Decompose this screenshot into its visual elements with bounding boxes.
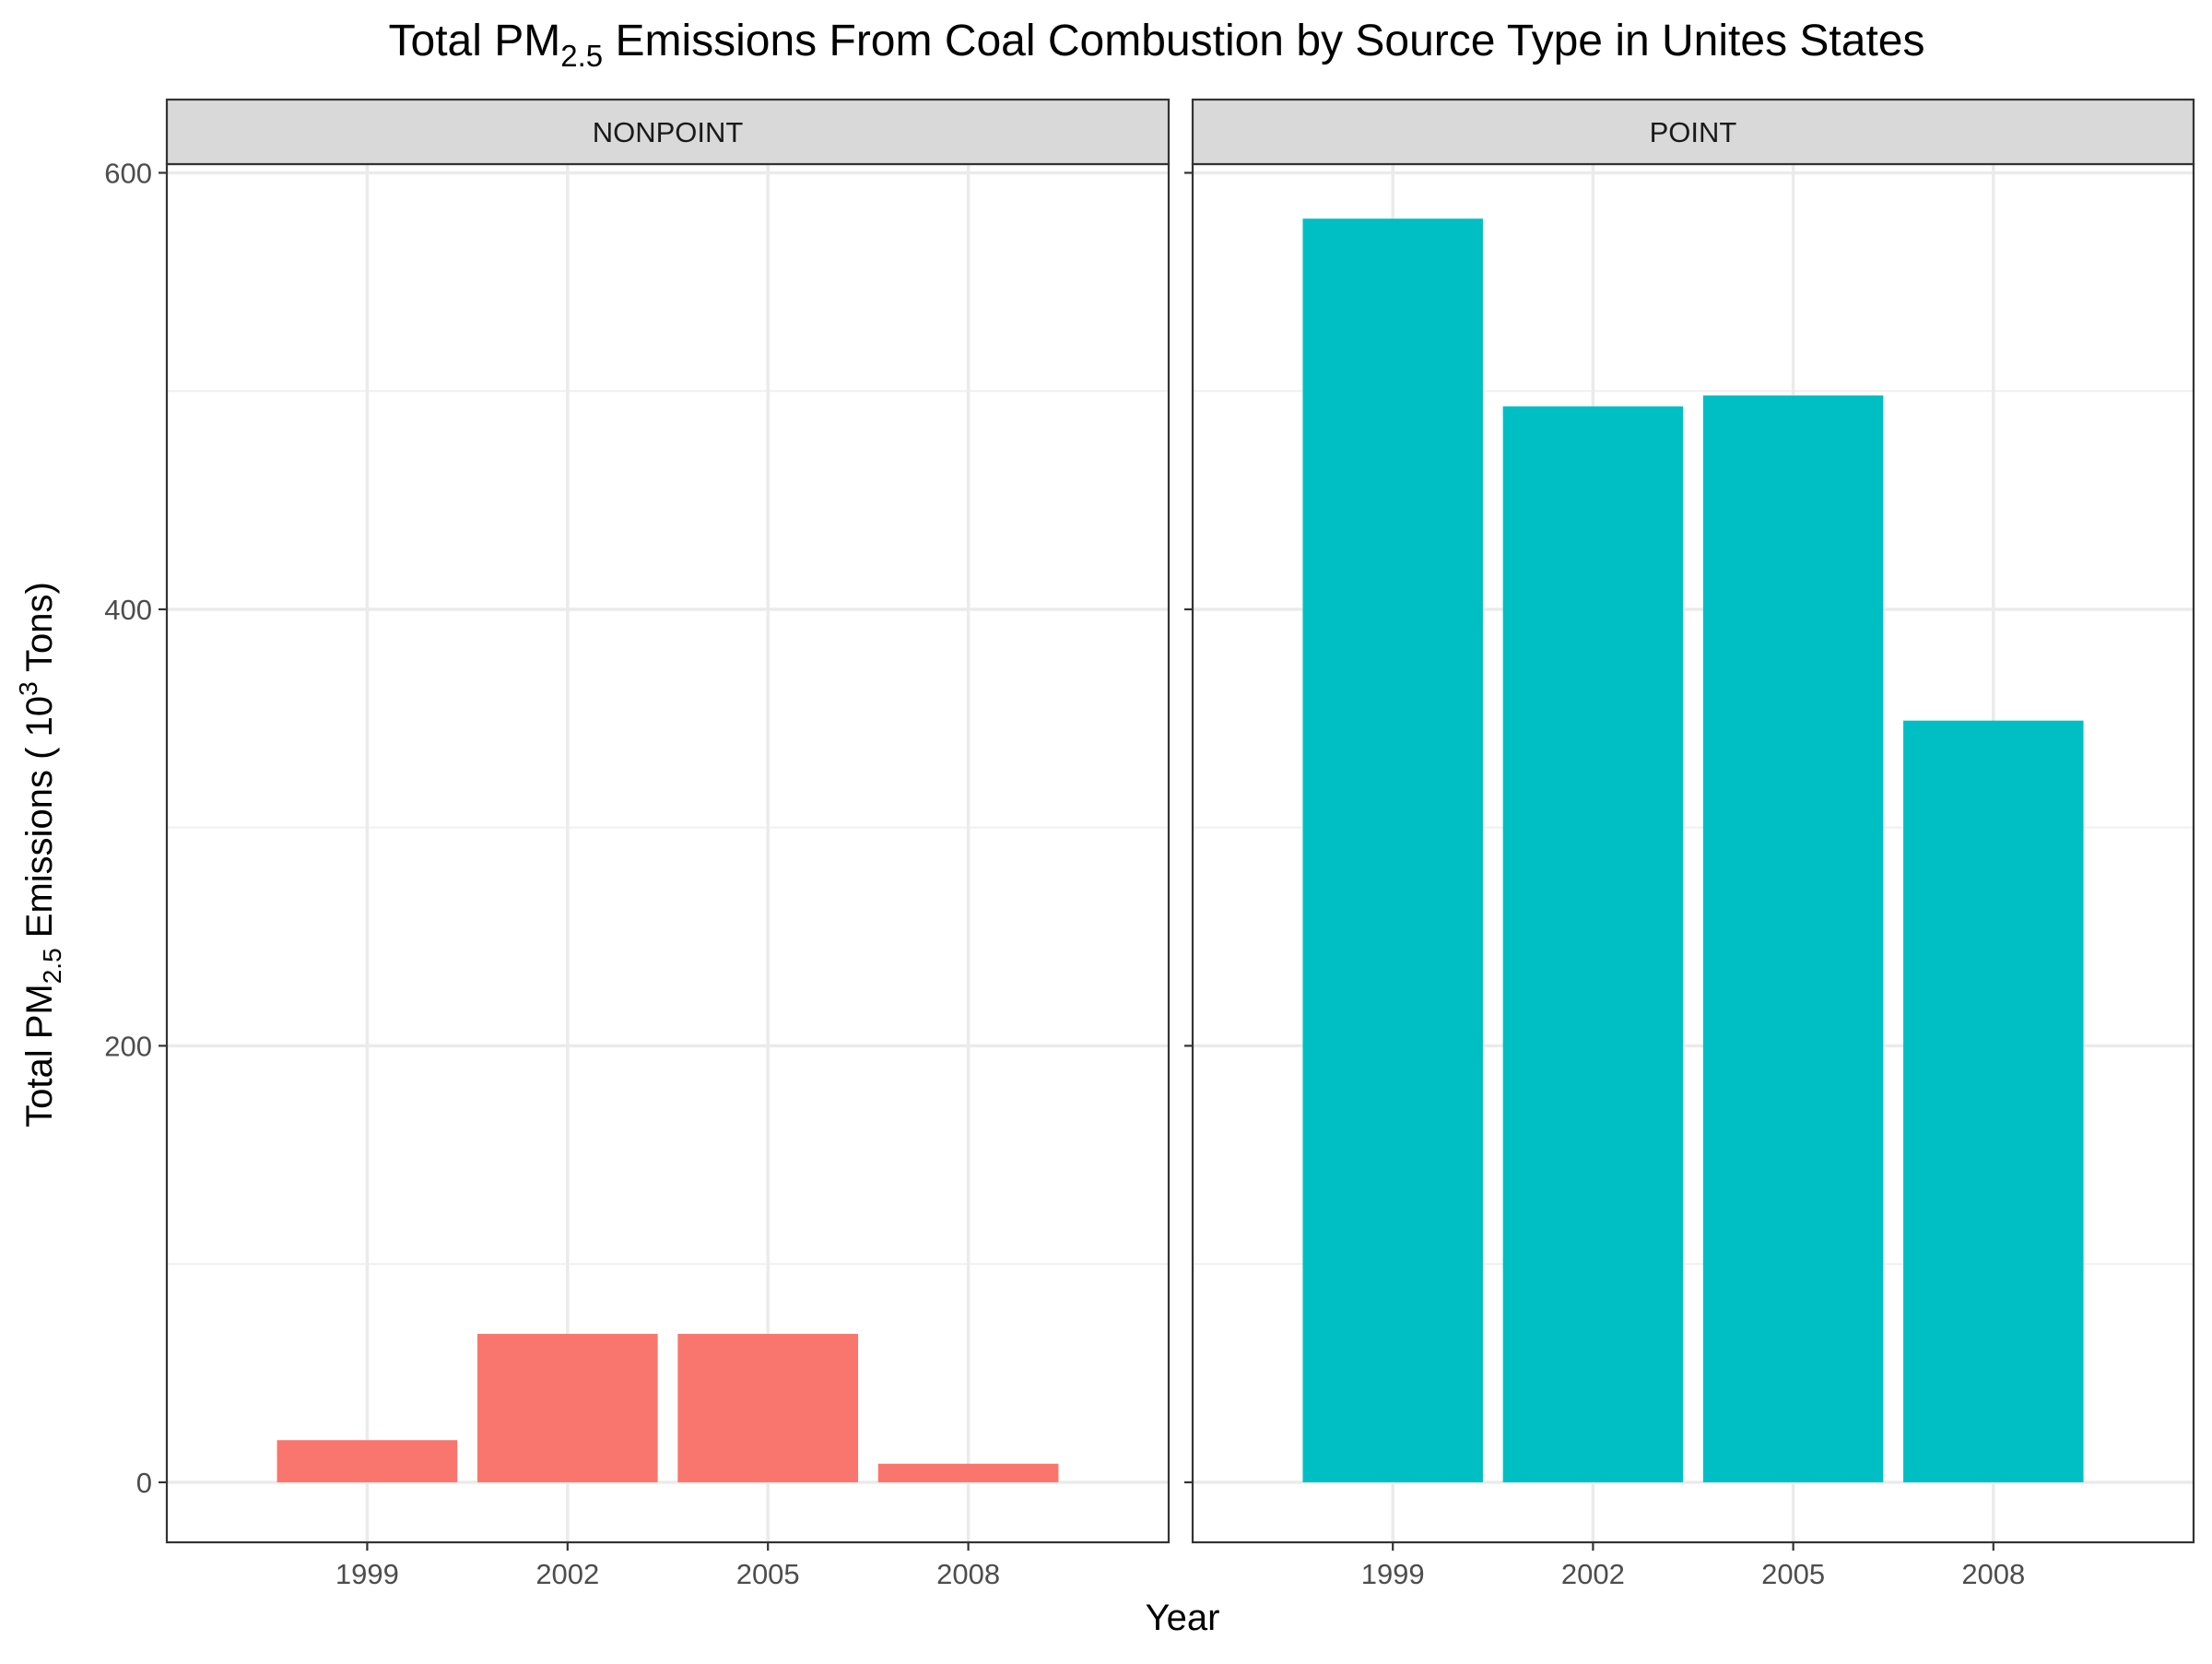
x-tick-label: 2002: [535, 1558, 599, 1590]
y-tick-label: 200: [104, 1030, 152, 1062]
facet-strip-label: POINT: [1650, 116, 1737, 148]
facet-panel-nonpoint: NONPOINT 1999 2002 2005 2008 0 200 400 600: [104, 98, 1171, 1590]
facet-panels: NONPOINT 1999 2002 2005 2008 0 200 400 600 POINT 1…: [104, 98, 2195, 1590]
bar-nonpoint-2005: [677, 1333, 859, 1482]
x-tick-label: 2002: [1561, 1558, 1625, 1590]
facet-strip: [165, 98, 1171, 166]
bar-point-2008: [1903, 720, 2084, 1482]
bar-nonpoint-2008: [877, 1463, 1059, 1482]
x-axis-label: Year: [1146, 1598, 1220, 1638]
x-tick-label: 1999: [335, 1558, 399, 1590]
bar-point-2002: [1502, 406, 1684, 1482]
bar-point-1999: [1302, 218, 1483, 1482]
facet-strip: [1191, 98, 2195, 166]
facet-panel-point: POINT 1999 2002 2005 2008: [1184, 98, 2195, 1590]
facet-strip-label: NONPOINT: [593, 116, 744, 148]
x-tick-label: 2005: [736, 1558, 800, 1590]
x-tick-label: 2008: [1961, 1558, 2025, 1590]
y-tick-label: 600: [104, 157, 152, 189]
x-tick-label: 2008: [936, 1558, 1000, 1590]
bar-point-2005: [1702, 395, 1884, 1482]
bar-nonpoint-1999: [276, 1440, 458, 1482]
x-tick-label: 1999: [1361, 1558, 1425, 1590]
y-tick-label: 0: [136, 1467, 152, 1499]
y-axis-label: Total PM2.5 Emissions ( 103 Tons): [14, 582, 66, 1127]
chart-title: Total PM2.5 Emissions From Coal Combusti…: [389, 17, 1925, 73]
x-tick-label: 2005: [1761, 1558, 1825, 1590]
bar-nonpoint-2002: [477, 1333, 658, 1482]
y-tick-label: 400: [104, 594, 152, 626]
